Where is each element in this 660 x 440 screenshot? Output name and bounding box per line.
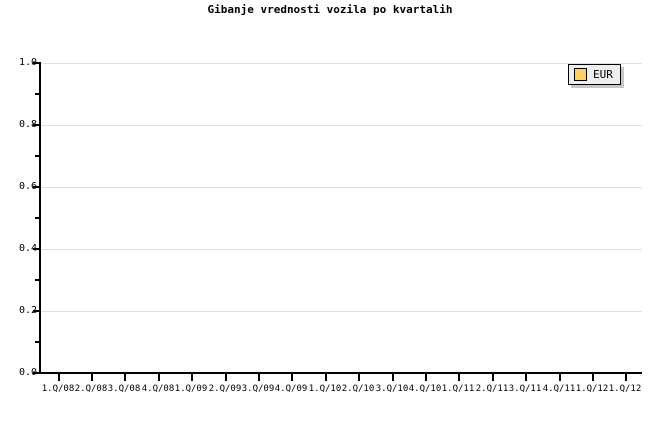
- x-tick-label: 4.Q/11: [542, 384, 576, 394]
- x-tick-label: 1.Q/11: [441, 384, 475, 394]
- x-tick-mark: [392, 374, 394, 381]
- x-tick-label: 1.Q/10: [308, 384, 342, 394]
- x-tick-label: 4.Q/10: [408, 384, 442, 394]
- y-tick-label: 0.8: [18, 119, 37, 130]
- x-tick-label: 2.Q/09: [208, 384, 242, 394]
- x-tick-mark: [358, 374, 360, 381]
- y-tick-minor: [35, 217, 40, 219]
- y-axis-line: [39, 62, 41, 374]
- x-tick-label: 3.Q/11: [508, 384, 542, 394]
- x-tick-mark: [58, 374, 60, 381]
- y-tick-major: [33, 310, 40, 312]
- x-tick-label: 3.Q/08: [107, 384, 141, 394]
- x-tick-label: 2.Q/10: [341, 384, 375, 394]
- y-tick-major: [33, 62, 40, 64]
- x-tick-mark: [124, 374, 126, 381]
- x-tick-mark: [592, 374, 594, 381]
- y-tick-label: 0.2: [18, 305, 37, 316]
- y-tick-major: [33, 186, 40, 188]
- x-tick-mark: [492, 374, 494, 381]
- chart-legend[interactable]: EUR: [568, 64, 621, 85]
- y-tick-minor: [35, 155, 40, 157]
- x-tick-label: 4.Q/08: [141, 384, 175, 394]
- gridline: [41, 63, 642, 64]
- gridline: [41, 249, 642, 250]
- x-tick-label: 2.Q/11: [475, 384, 509, 394]
- x-tick-mark: [158, 374, 160, 381]
- x-tick-label: 3.Q/09: [241, 384, 275, 394]
- y-tick-major: [33, 372, 40, 374]
- x-axis-line: [39, 372, 642, 374]
- y-tick-label: 0.6: [18, 181, 37, 192]
- gridline: [41, 125, 642, 126]
- legend-label-eur: EUR: [593, 68, 613, 81]
- y-tick-major: [33, 248, 40, 250]
- x-tick-mark: [258, 374, 260, 381]
- y-tick-minor: [35, 279, 40, 281]
- x-tick-mark: [425, 374, 427, 381]
- y-tick-major: [33, 124, 40, 126]
- y-tick-label: 1.0: [18, 57, 37, 68]
- x-tick-mark: [458, 374, 460, 381]
- x-tick-mark: [291, 374, 293, 381]
- x-tick-mark: [525, 374, 527, 381]
- x-tick-label: 1.Q/12: [608, 384, 642, 394]
- x-tick-mark: [325, 374, 327, 381]
- legend-swatch-eur: [574, 68, 587, 81]
- x-tick-label: 1.Q/09: [174, 384, 208, 394]
- y-tick-label: 0.0: [18, 367, 37, 378]
- y-tick-minor: [35, 341, 40, 343]
- gridline: [41, 187, 642, 188]
- x-tick-mark: [225, 374, 227, 381]
- y-tick-minor: [35, 93, 40, 95]
- x-tick-mark: [559, 374, 561, 381]
- x-tick-label: 4.Q/09: [274, 384, 308, 394]
- x-tick-label: 2.Q/08: [74, 384, 108, 394]
- y-tick-label: 0.4: [18, 243, 37, 254]
- x-tick-mark: [625, 374, 627, 381]
- x-tick-label: 3.Q/10: [375, 384, 409, 394]
- x-tick-label: 1.Q/12: [575, 384, 609, 394]
- x-tick-mark: [191, 374, 193, 381]
- gridline: [41, 311, 642, 312]
- x-tick-label: 1.Q/08: [41, 384, 75, 394]
- plot-area: [40, 63, 642, 373]
- chart-title: Gibanje vrednosti vozila po kvartalih: [207, 3, 453, 16]
- x-tick-mark: [91, 374, 93, 381]
